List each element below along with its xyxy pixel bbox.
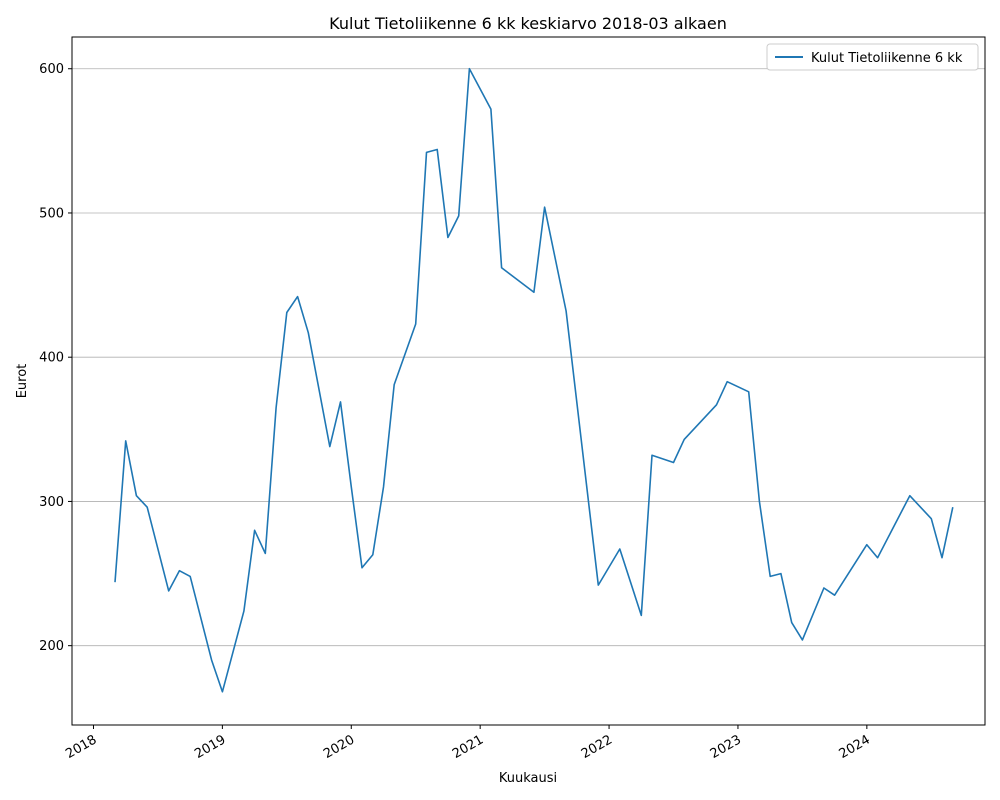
series-line [114,67,954,693]
legend-label: Kulut Tietoliikenne 6 kk [811,51,963,66]
x-tick-label: 2022 [579,732,615,762]
y-tick-label: 500 [39,206,64,221]
y-tick-label: 400 [39,351,64,366]
legend: Kulut Tietoliikenne 6 kk [766,43,979,71]
y-tick-label: 300 [39,495,64,510]
y-axis-label: Eurot [15,364,30,399]
x-tick-label: 2019 [192,732,228,762]
chart-title: Kulut Tietoliikenne 6 kk keskiarvo 2018-… [329,14,727,33]
legend-box [766,43,979,71]
gridlines [72,68,985,647]
x-tick-label: 2021 [450,732,486,762]
y-tick-label: 600 [39,62,64,77]
plot-frame [71,36,986,726]
x-tick-label: 2020 [321,732,357,762]
y-axis: 200 300 400 500 600 [39,62,72,654]
y-tick-label: 200 [39,639,64,654]
series-layer [114,67,954,693]
x-axis-label: Kuukausi [499,771,557,786]
x-tick-label: 2023 [708,732,744,762]
x-axis: 2018 2019 2020 2021 2022 2023 2024 [63,725,873,762]
x-tick-label: 2024 [837,732,873,762]
x-tick-label: 2018 [63,732,99,762]
